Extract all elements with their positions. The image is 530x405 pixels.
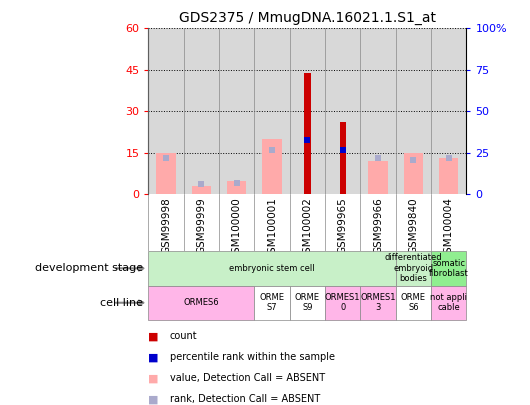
- Text: ■: ■: [148, 352, 159, 362]
- Text: somatic
fibroblast: somatic fibroblast: [429, 259, 469, 278]
- Bar: [340, 122, 346, 194]
- Bar: [325, 28, 360, 194]
- FancyBboxPatch shape: [290, 286, 325, 320]
- Text: ORMES1
0: ORMES1 0: [325, 293, 360, 312]
- Text: ORMES6: ORMES6: [183, 298, 219, 307]
- Text: GSM99966: GSM99966: [373, 197, 383, 254]
- Text: ■: ■: [148, 331, 159, 341]
- FancyBboxPatch shape: [148, 251, 396, 286]
- Text: percentile rank within the sample: percentile rank within the sample: [170, 352, 334, 362]
- Text: GSM99840: GSM99840: [409, 197, 418, 254]
- Text: ■: ■: [148, 373, 159, 383]
- Text: ORME
S9: ORME S9: [295, 293, 320, 312]
- Bar: [262, 139, 282, 194]
- Text: GSM100002: GSM100002: [303, 197, 312, 260]
- Title: GDS2375 / MmugDNA.16021.1.S1_at: GDS2375 / MmugDNA.16021.1.S1_at: [179, 11, 436, 25]
- Bar: [404, 153, 423, 194]
- Text: not appli
cable: not appli cable: [430, 293, 467, 312]
- Text: embryonic stem cell: embryonic stem cell: [229, 264, 315, 273]
- Text: cell line: cell line: [100, 298, 143, 308]
- Bar: [192, 186, 211, 194]
- Bar: [368, 161, 388, 194]
- Text: value, Detection Call = ABSENT: value, Detection Call = ABSENT: [170, 373, 325, 383]
- Bar: [396, 28, 431, 194]
- FancyBboxPatch shape: [431, 286, 466, 320]
- FancyBboxPatch shape: [148, 286, 254, 320]
- Text: development stage: development stage: [35, 263, 143, 273]
- Text: ORME
S6: ORME S6: [401, 293, 426, 312]
- FancyBboxPatch shape: [325, 286, 360, 320]
- Text: count: count: [170, 331, 197, 341]
- FancyBboxPatch shape: [254, 286, 290, 320]
- Bar: [219, 28, 254, 194]
- FancyBboxPatch shape: [396, 251, 431, 286]
- Text: differentiated
embryoid
bodies: differentiated embryoid bodies: [385, 254, 442, 283]
- Bar: [360, 28, 396, 194]
- Bar: [227, 181, 246, 194]
- Text: GSM100000: GSM100000: [232, 197, 242, 260]
- Text: ■: ■: [148, 394, 159, 404]
- Bar: [431, 28, 466, 194]
- FancyBboxPatch shape: [431, 251, 466, 286]
- Text: GSM100004: GSM100004: [444, 197, 454, 260]
- Bar: [290, 28, 325, 194]
- Bar: [148, 28, 184, 194]
- Bar: [304, 72, 311, 194]
- FancyBboxPatch shape: [396, 286, 431, 320]
- Bar: [184, 28, 219, 194]
- Bar: [439, 158, 458, 194]
- Text: GSM99965: GSM99965: [338, 197, 348, 254]
- Text: rank, Detection Call = ABSENT: rank, Detection Call = ABSENT: [170, 394, 320, 404]
- Text: GSM99998: GSM99998: [161, 197, 171, 254]
- Text: GSM100001: GSM100001: [267, 197, 277, 260]
- Text: GSM99999: GSM99999: [197, 197, 206, 254]
- Bar: [254, 28, 290, 194]
- Bar: [156, 153, 176, 194]
- Text: ORMES1
3: ORMES1 3: [360, 293, 396, 312]
- FancyBboxPatch shape: [360, 286, 396, 320]
- Text: ORME
S7: ORME S7: [260, 293, 285, 312]
